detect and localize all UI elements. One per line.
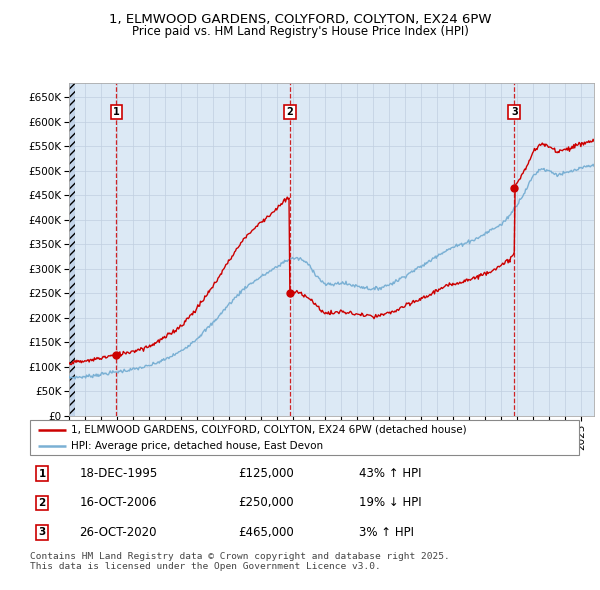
Text: £250,000: £250,000 bbox=[239, 496, 294, 510]
Text: 2: 2 bbox=[38, 498, 46, 508]
Text: £465,000: £465,000 bbox=[239, 526, 295, 539]
Text: 1: 1 bbox=[38, 468, 46, 478]
Text: 43% ↑ HPI: 43% ↑ HPI bbox=[359, 467, 422, 480]
Text: £125,000: £125,000 bbox=[239, 467, 295, 480]
Text: 18-DEC-1995: 18-DEC-1995 bbox=[79, 467, 158, 480]
FancyBboxPatch shape bbox=[30, 420, 579, 455]
Text: 1: 1 bbox=[113, 107, 120, 117]
Text: 19% ↓ HPI: 19% ↓ HPI bbox=[359, 496, 422, 510]
Text: 26-OCT-2020: 26-OCT-2020 bbox=[79, 526, 157, 539]
Text: 1, ELMWOOD GARDENS, COLYFORD, COLYTON, EX24 6PW (detached house): 1, ELMWOOD GARDENS, COLYFORD, COLYTON, E… bbox=[71, 425, 467, 435]
Text: 16-OCT-2006: 16-OCT-2006 bbox=[79, 496, 157, 510]
Text: Price paid vs. HM Land Registry's House Price Index (HPI): Price paid vs. HM Land Registry's House … bbox=[131, 25, 469, 38]
Text: HPI: Average price, detached house, East Devon: HPI: Average price, detached house, East… bbox=[71, 441, 323, 451]
Text: 3: 3 bbox=[38, 527, 46, 537]
Text: 2: 2 bbox=[286, 107, 293, 117]
Text: 3% ↑ HPI: 3% ↑ HPI bbox=[359, 526, 415, 539]
Text: 1, ELMWOOD GARDENS, COLYFORD, COLYTON, EX24 6PW: 1, ELMWOOD GARDENS, COLYFORD, COLYTON, E… bbox=[109, 13, 491, 26]
Text: Contains HM Land Registry data © Crown copyright and database right 2025.
This d: Contains HM Land Registry data © Crown c… bbox=[30, 552, 450, 571]
Text: 3: 3 bbox=[511, 107, 518, 117]
